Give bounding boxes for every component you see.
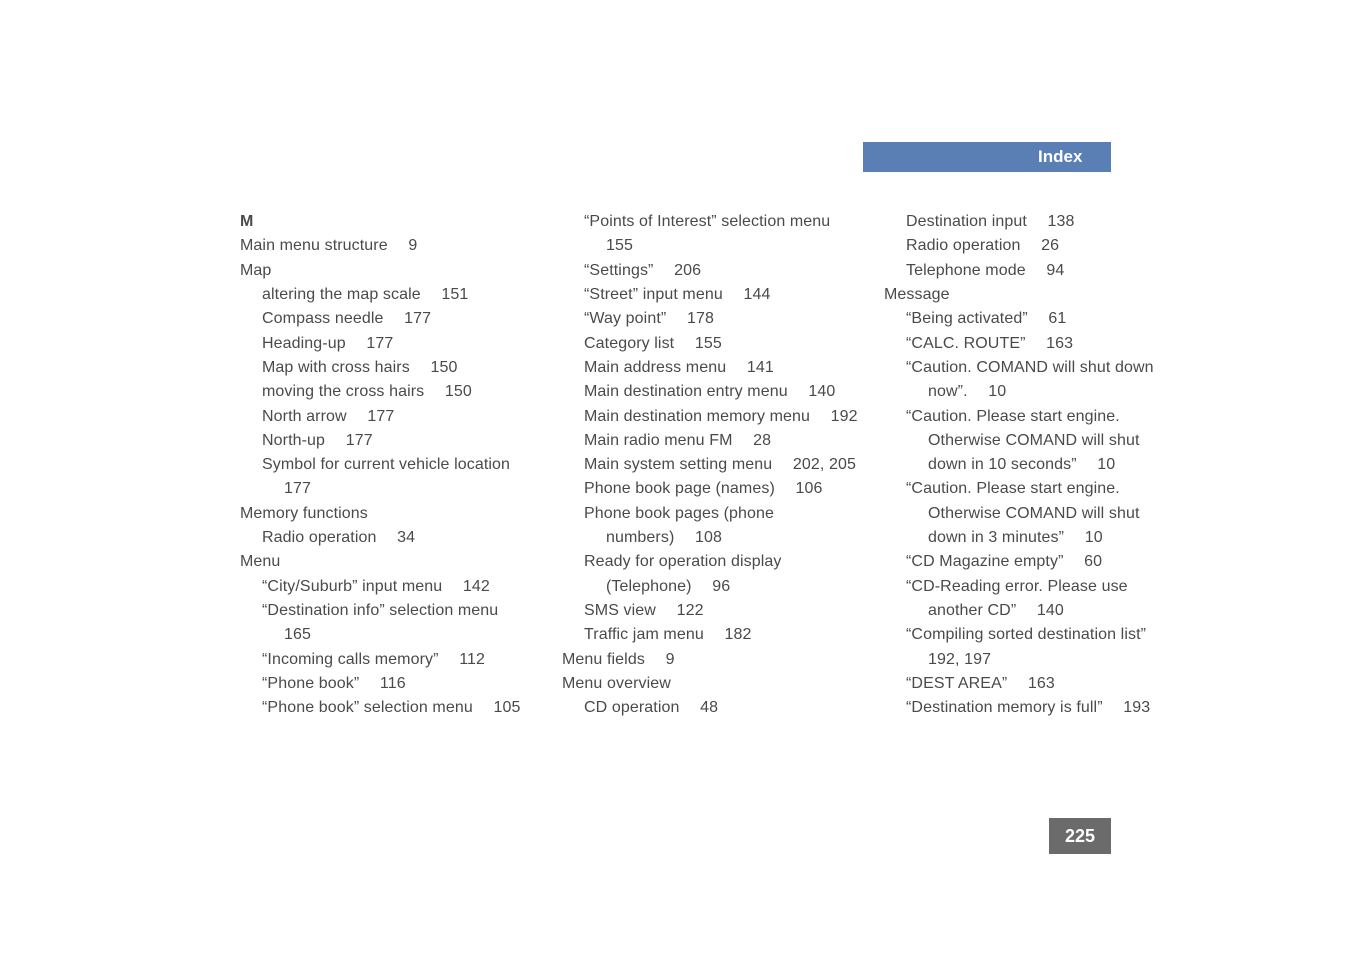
- index-entry: North arrow 177: [240, 405, 536, 429]
- index-entry: North-up 177: [240, 429, 536, 453]
- index-entry: “Points of Interest” selection menu 155: [562, 210, 858, 259]
- index-column-3: Destination input 138 Radio operation 26…: [884, 210, 1180, 721]
- index-column-2: “Points of Interest” selection menu 155 …: [562, 210, 858, 721]
- index-columns: M Main menu structure 9 Map altering the…: [240, 210, 1291, 721]
- index-entry: Category list 155: [562, 332, 858, 356]
- index-entry: “Phone book” selection menu 105: [240, 696, 536, 720]
- index-entry: “CALC. ROUTE” 163: [884, 332, 1180, 356]
- index-entry: Message: [884, 283, 1180, 307]
- index-entry: CD operation 48: [562, 696, 858, 720]
- index-entry: Main menu structure 9: [240, 234, 536, 258]
- index-entry: “CD Magazine empty” 60: [884, 550, 1180, 574]
- index-page: Index M Main menu structure 9 Map alteri…: [0, 0, 1351, 954]
- index-entry: “Caution. COMAND will shut down now”. 10: [884, 356, 1180, 405]
- index-entry: “Destination info” selection menu 165: [240, 599, 536, 648]
- page-header-title: Index: [1038, 147, 1082, 167]
- index-entry: “Way point” 178: [562, 307, 858, 331]
- section-letter: M: [240, 210, 536, 234]
- page-number-text: 225: [1065, 826, 1095, 847]
- index-entry: Menu: [240, 550, 536, 574]
- index-entry: Phone book page (names) 106: [562, 477, 858, 501]
- index-entry: Heading-up 177: [240, 332, 536, 356]
- index-entry: “Phone book” 116: [240, 672, 536, 696]
- index-entry: Main destination entry menu 140: [562, 380, 858, 404]
- index-entry: Main destination memory menu 192: [562, 405, 858, 429]
- index-entry: “Destination memory is full” 193: [884, 696, 1180, 720]
- index-entry: “Incoming calls memory” 112: [240, 648, 536, 672]
- index-entry: “Settings” 206: [562, 259, 858, 283]
- index-entry: Menu fields 9: [562, 648, 858, 672]
- index-entry: “Compiling sorted destination list” 192,…: [884, 623, 1180, 672]
- index-entry: “Caution. Please start engine. Otherwise…: [884, 477, 1180, 550]
- index-entry: Destination input 138: [884, 210, 1180, 234]
- index-entry: Telephone mode 94: [884, 259, 1180, 283]
- page-number: 225: [1049, 818, 1111, 854]
- index-entry: Memory functions: [240, 502, 536, 526]
- index-entry: Compass needle 177: [240, 307, 536, 331]
- index-entry: “DEST AREA” 163: [884, 672, 1180, 696]
- index-entry: SMS view 122: [562, 599, 858, 623]
- index-entry: “CD-Reading error. Please use another CD…: [884, 575, 1180, 624]
- index-entry: “Being activated” 61: [884, 307, 1180, 331]
- index-entry: altering the map scale 151: [240, 283, 536, 307]
- index-entry: Ready for operation display (Telephone) …: [562, 550, 858, 599]
- index-entry: Main address menu 141: [562, 356, 858, 380]
- index-entry: Menu overview: [562, 672, 858, 696]
- index-entry: Main radio menu FM 28: [562, 429, 858, 453]
- index-entry: “Street” input menu 144: [562, 283, 858, 307]
- index-entry: Radio operation 26: [884, 234, 1180, 258]
- index-entry: Map: [240, 259, 536, 283]
- index-column-1: M Main menu structure 9 Map altering the…: [240, 210, 536, 721]
- index-entry: Map with cross hairs 150: [240, 356, 536, 380]
- index-entry: Phone book pages (phone numbers) 108: [562, 502, 858, 551]
- index-entry: moving the cross hairs 150: [240, 380, 536, 404]
- index-entry: “City/Suburb” input menu 142: [240, 575, 536, 599]
- index-entry: Main system setting menu 202, 205: [562, 453, 858, 477]
- page-header-bar: Index: [863, 142, 1111, 172]
- index-entry: Traffic jam menu 182: [562, 623, 858, 647]
- index-entry: Radio operation 34: [240, 526, 536, 550]
- index-entry: Symbol for current vehicle location 177: [240, 453, 536, 502]
- index-entry: “Caution. Please start engine. Otherwise…: [884, 405, 1180, 478]
